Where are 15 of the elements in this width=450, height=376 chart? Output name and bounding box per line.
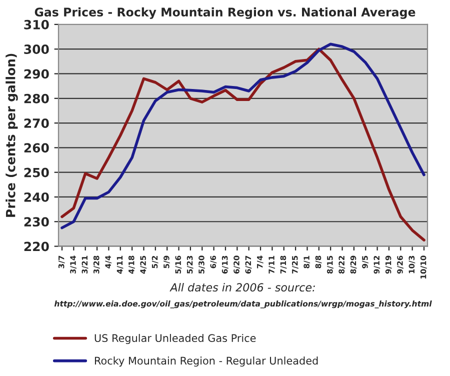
y-axis-title: Price (cents per gallon) [6,54,18,217]
y-tick-label: 230 [24,217,49,227]
y-tick-label: 250 [24,168,49,178]
legend-label: US Regular Unleaded Gas Price [94,334,256,344]
y-tick-label: 260 [24,143,49,153]
legend-label: Rocky Mountain Region - Regular Unleaded [94,356,318,367]
y-tick-label: 310 [24,20,49,30]
y-tick-label: 300 [24,44,49,54]
text: All dates in 2006 - source: [170,282,315,292]
y-tick-label: 240 [24,192,49,202]
chart-title: Gas Prices - Rocky Mountain Region vs. National Average [34,7,416,19]
y-tick-label: 280 [24,94,49,104]
y-tick-label: 270 [24,118,49,128]
y-tick-label: 290 [24,69,49,79]
y-tick-label: 220 [24,242,49,252]
